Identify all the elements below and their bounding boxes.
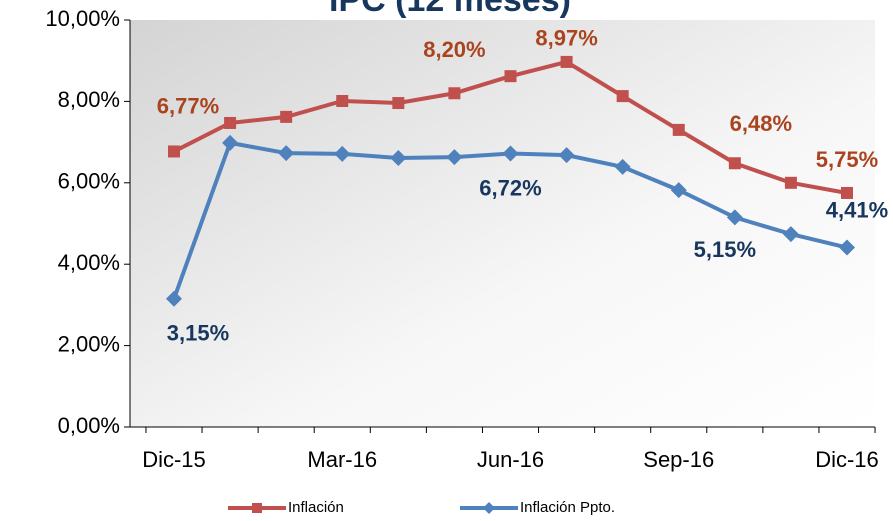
x-tick-label: Dic-16 — [815, 447, 879, 472]
marker — [168, 145, 180, 158]
y-tick-label: 10,00% — [45, 6, 120, 31]
marker — [841, 186, 853, 199]
marker — [224, 116, 237, 129]
data-label: 5,75% — [816, 147, 878, 172]
legend-marker — [252, 503, 262, 513]
marker — [614, 158, 631, 175]
data-label: 8,97% — [535, 26, 597, 51]
marker — [334, 145, 351, 162]
data-label: 6,77% — [157, 93, 219, 118]
x-tick-label: Dic-15 — [142, 447, 206, 472]
data-label: 6,48% — [730, 111, 792, 136]
marker — [558, 147, 575, 164]
marker — [728, 157, 741, 170]
data-label: 3,15% — [167, 321, 229, 346]
y-tick-label: 4,00% — [58, 250, 120, 275]
marker — [839, 239, 855, 256]
x-tick-label: Mar-16 — [307, 447, 377, 472]
data-label: 5,15% — [694, 237, 756, 262]
y-tick-label: 2,00% — [58, 331, 120, 356]
marker — [784, 176, 797, 189]
legend-marker — [483, 502, 495, 514]
marker — [448, 87, 461, 100]
marker — [502, 145, 519, 162]
marker — [390, 149, 407, 166]
x-tick-label: Sep-16 — [643, 447, 714, 472]
legend-label: Inflación Ppto. — [520, 499, 615, 516]
legend-label: Inflación — [288, 499, 344, 516]
marker — [166, 290, 182, 307]
marker — [672, 123, 685, 136]
x-tick-label: Jun-16 — [477, 447, 544, 472]
marker — [446, 149, 463, 166]
marker — [782, 226, 799, 243]
marker — [222, 134, 239, 151]
marker — [278, 145, 295, 162]
marker — [726, 209, 743, 226]
marker — [560, 55, 573, 68]
marker — [392, 97, 405, 110]
chart-title: IPC (12 meses) — [329, 0, 571, 19]
marker — [280, 110, 293, 123]
data-label: 4,41% — [826, 197, 888, 222]
marker — [670, 182, 687, 199]
y-tick-label: 0,00% — [58, 413, 120, 438]
marker — [336, 94, 349, 107]
y-tick-label: 8,00% — [58, 87, 120, 112]
y-tick-label: 6,00% — [58, 169, 120, 194]
plot-area — [130, 20, 875, 427]
marker — [504, 70, 517, 83]
data-label: 8,20% — [423, 37, 485, 62]
marker — [616, 90, 629, 103]
data-label: 6,72% — [479, 175, 541, 200]
